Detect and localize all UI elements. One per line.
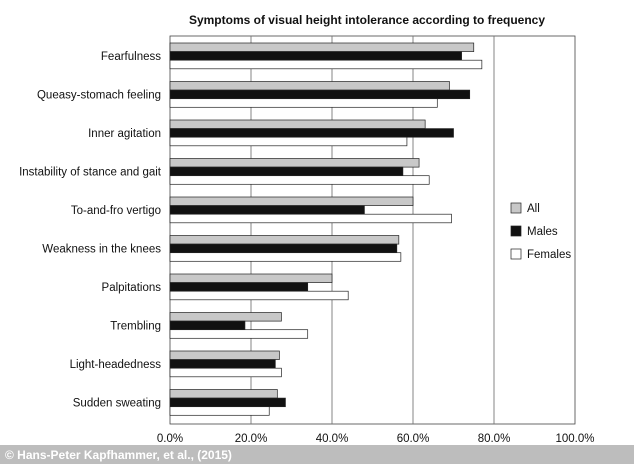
bar xyxy=(169,89,471,100)
bar xyxy=(169,389,278,399)
bar xyxy=(169,81,450,91)
x-tick-label: 100.0% xyxy=(555,433,594,445)
category-label: Instability of stance and gait xyxy=(19,166,162,178)
bar xyxy=(169,350,280,360)
x-tick-label: 20.0% xyxy=(235,433,268,445)
bar xyxy=(169,329,309,339)
legend-label: All xyxy=(527,203,540,215)
bar xyxy=(169,273,333,283)
image-credit: © Hans-Peter Kapfhammer, et al., (2015) xyxy=(5,448,232,462)
bar xyxy=(169,290,349,301)
x-tick-label: 0.0% xyxy=(157,433,183,445)
legend-label: Males xyxy=(527,226,558,238)
credit-bar xyxy=(0,445,634,464)
legend: All Males Females xyxy=(510,202,571,261)
legend-label: Females xyxy=(527,249,571,261)
bar xyxy=(169,359,276,369)
bars xyxy=(169,42,483,416)
x-tick-label: 40.0% xyxy=(316,433,349,445)
x-tick-labels: 0.0% 20.0% 40.0% 60.0% 80.0% 100.0% xyxy=(157,433,595,445)
legend-swatch xyxy=(510,225,522,237)
bar xyxy=(169,252,402,262)
bar xyxy=(169,166,404,177)
category-label: Trembling xyxy=(110,320,161,332)
bar xyxy=(169,42,475,52)
bar xyxy=(169,59,483,70)
bar xyxy=(169,196,414,206)
legend-swatch xyxy=(510,248,522,260)
category-label: Sudden sweating xyxy=(73,397,161,409)
bar xyxy=(169,136,408,147)
bar xyxy=(169,128,454,138)
bar xyxy=(169,98,438,108)
bar xyxy=(169,282,309,292)
bar xyxy=(169,367,282,378)
bar xyxy=(169,243,398,254)
bar xyxy=(169,213,452,224)
category-label: Inner agitation xyxy=(88,128,161,140)
bar xyxy=(169,158,420,168)
category-label: Fearfulness xyxy=(101,51,161,63)
category-labels: Fearfulness Queasy-stomach feeling Inner a… xyxy=(19,51,162,409)
category-label: To-and-fro vertigo xyxy=(71,205,161,217)
bar xyxy=(169,175,430,185)
bar xyxy=(169,119,426,129)
chart-title: Symptoms of visual height intolerance ac… xyxy=(189,13,545,27)
bar xyxy=(169,235,400,245)
legend-swatch xyxy=(510,202,522,214)
bar xyxy=(169,320,246,331)
x-tick-label: 80.0% xyxy=(478,433,511,445)
category-label: Weakness in the knees xyxy=(42,243,161,255)
bar xyxy=(169,51,462,61)
bar xyxy=(169,397,286,408)
bar xyxy=(169,406,270,416)
bar xyxy=(169,205,365,215)
category-label: Palpitations xyxy=(102,282,162,294)
x-tick-label: 60.0% xyxy=(397,433,430,445)
bar xyxy=(169,312,282,322)
category-label: Queasy-stomach feeling xyxy=(37,89,161,101)
category-label: Light-headedness xyxy=(70,359,162,371)
